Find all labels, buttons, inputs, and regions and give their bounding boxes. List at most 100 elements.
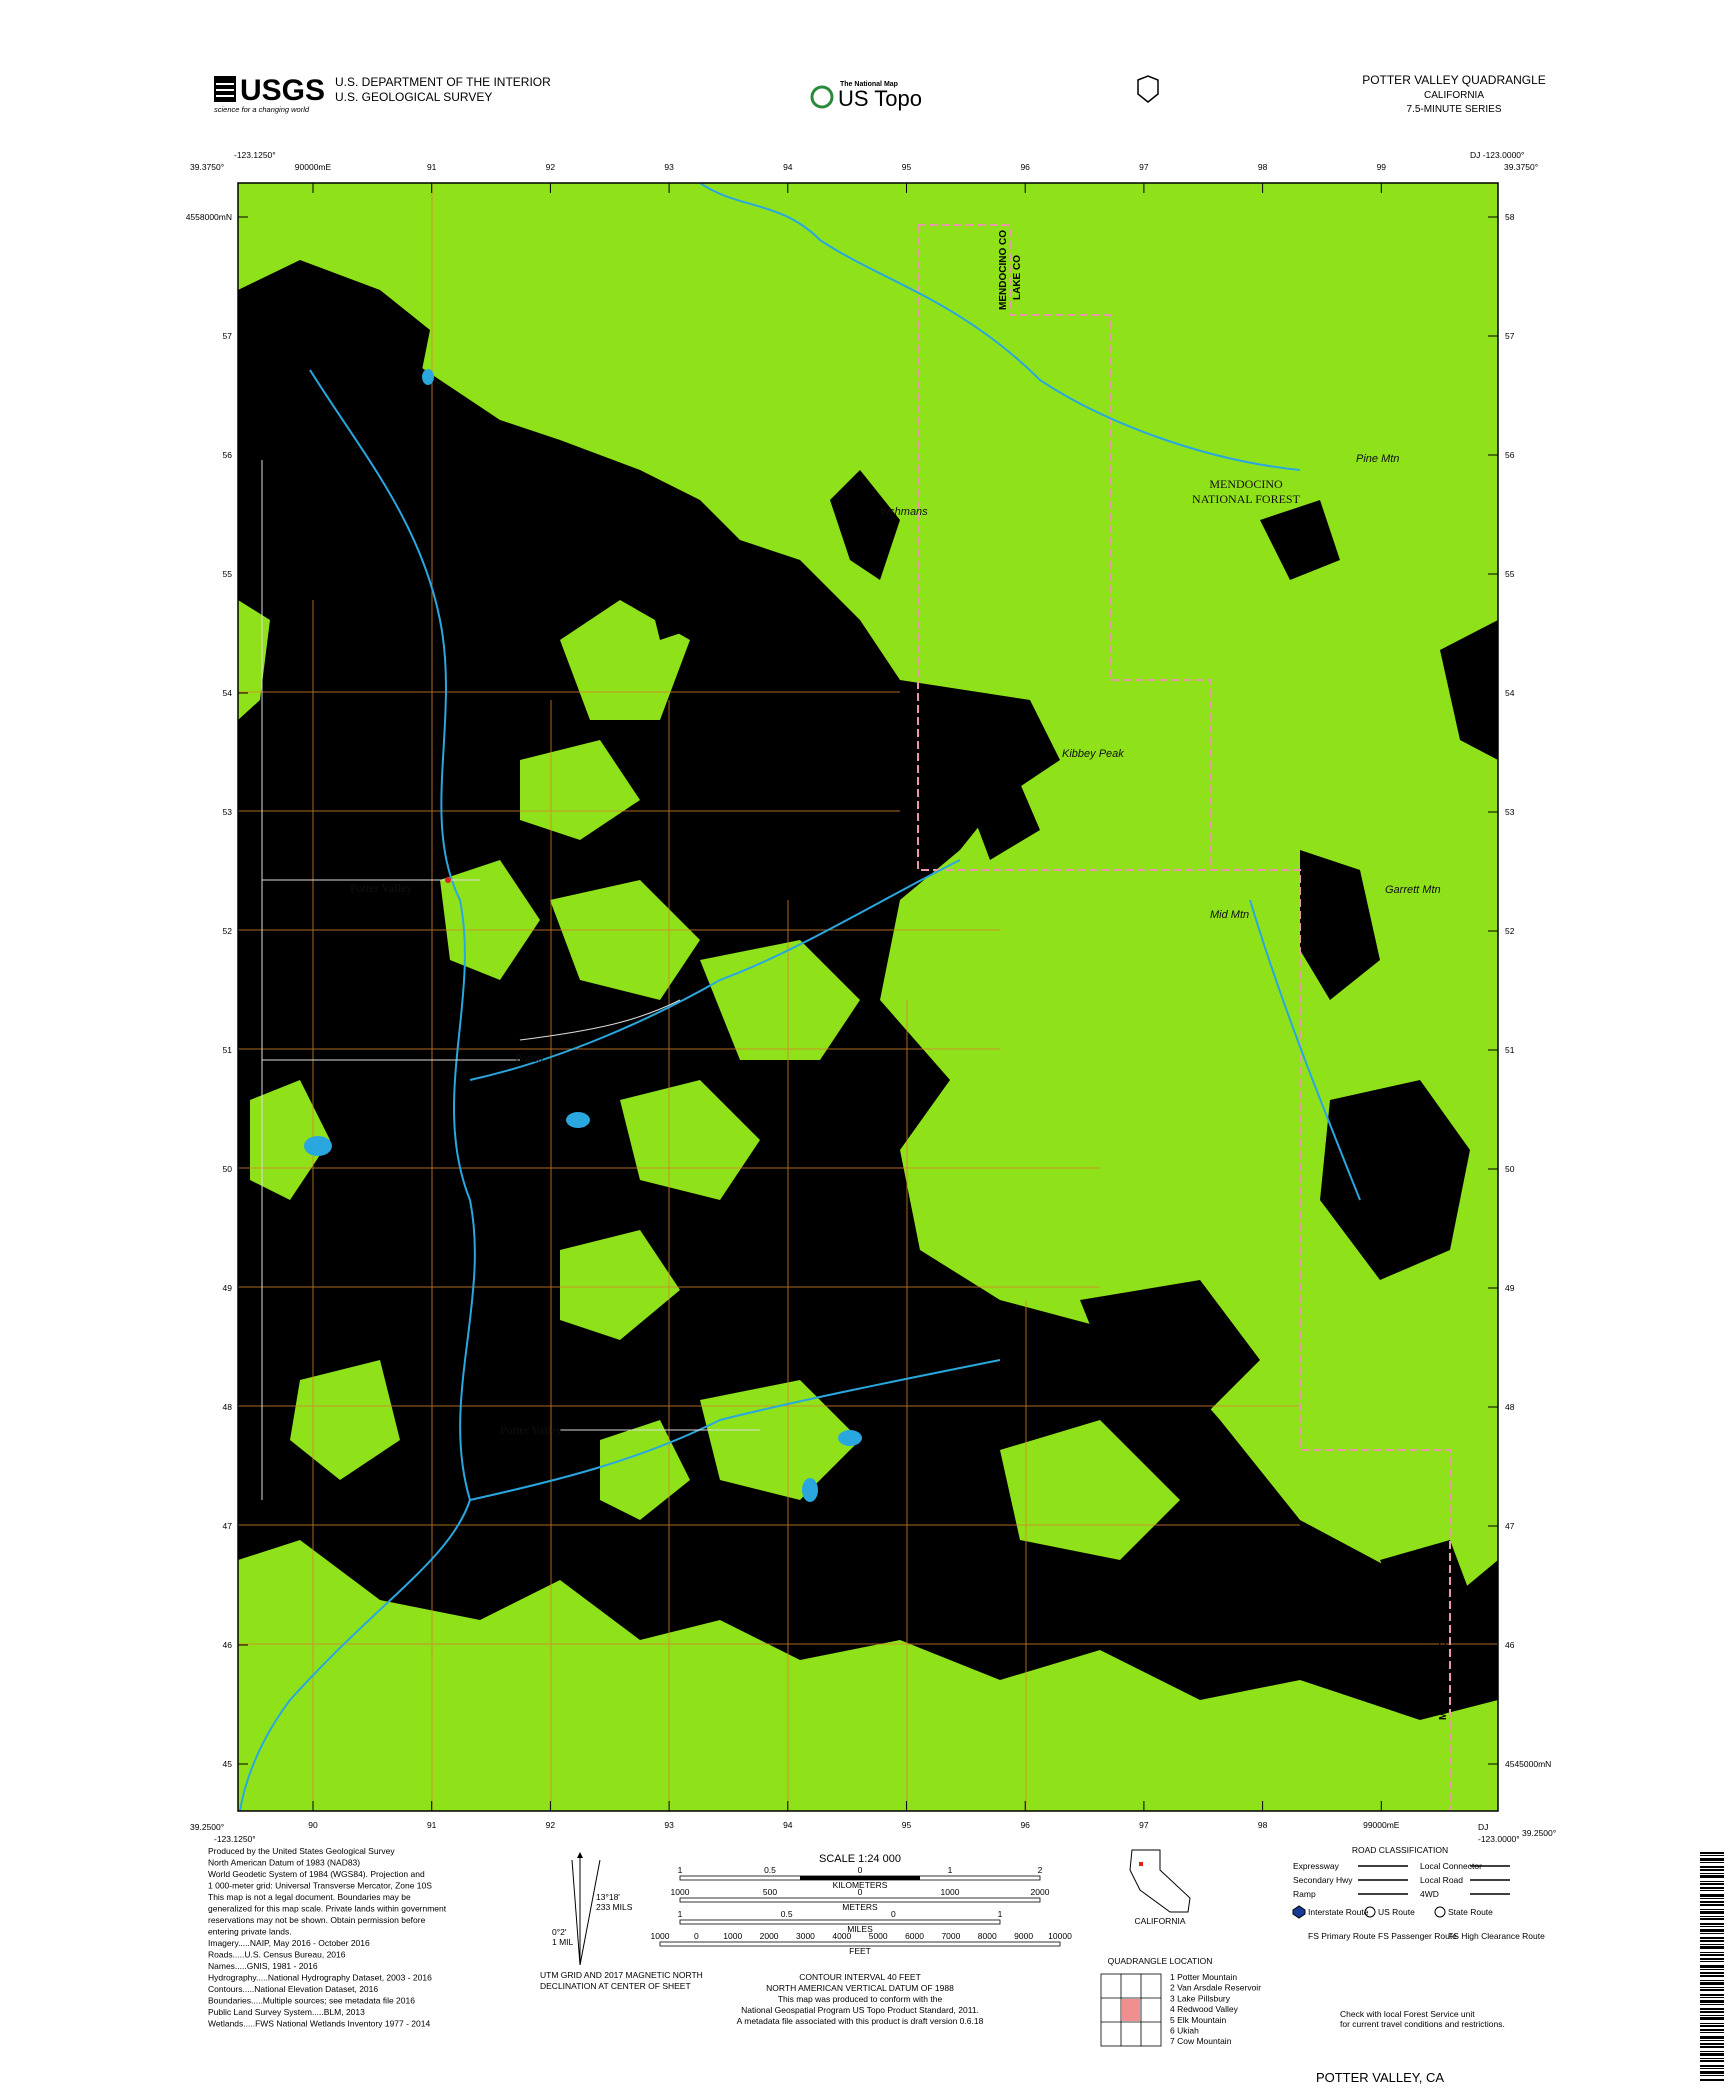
northing-label: 51 bbox=[223, 1045, 233, 1055]
logo-waves bbox=[216, 83, 234, 97]
scale-label: 1000 bbox=[651, 1931, 670, 1941]
product-small: The National Map bbox=[840, 81, 898, 88]
sheet-name: POTTER VALLEY, CA bbox=[1316, 2070, 1444, 2085]
scale-label: 1000 bbox=[671, 1887, 690, 1897]
barcode-bar bbox=[1700, 1958, 1724, 1960]
scale-label: 0 bbox=[858, 1887, 863, 1897]
easting-label: 93 bbox=[664, 1820, 674, 1830]
barcode-bar bbox=[1700, 1890, 1724, 1891]
northing-label: 46 bbox=[1505, 1640, 1515, 1650]
barcode-bar bbox=[1700, 1855, 1724, 1856]
northing-label: 52 bbox=[223, 926, 233, 936]
scale-label: 1000 bbox=[941, 1887, 960, 1897]
scale-bars bbox=[659, 1875, 1061, 1947]
scale-label: 0 bbox=[694, 1931, 699, 1941]
collar: 39.3750° -123.1250° DJ -123.0000° 39.375… bbox=[186, 150, 1556, 1844]
northing-label: 55 bbox=[1505, 569, 1515, 579]
road-type: 4WD bbox=[1420, 1889, 1439, 1899]
easting-label: 96 bbox=[1020, 1820, 1030, 1830]
northing-label: 56 bbox=[1505, 450, 1515, 460]
barcode-bar bbox=[1700, 1933, 1724, 1934]
credit-line: Public Land Survey System.....BLM, 2013 bbox=[208, 2007, 365, 2017]
northing-label: 50 bbox=[223, 1164, 233, 1174]
barcode-bar bbox=[1700, 1926, 1724, 1927]
barcode-bar bbox=[1700, 1946, 1724, 1949]
location-caption: QUADRANGLE LOCATION bbox=[1108, 1956, 1213, 1966]
adjoining-quad: 1 Potter Mountain bbox=[1170, 1972, 1237, 1982]
barcode-bar bbox=[1700, 1937, 1724, 1939]
northing-label: 48 bbox=[1505, 1402, 1515, 1412]
northing-label: 55 bbox=[223, 569, 233, 579]
barcode-bar bbox=[1700, 1862, 1724, 1863]
place-marker bbox=[445, 877, 451, 883]
route-type: FS Passenger Route bbox=[1378, 1931, 1457, 1941]
easting-label: 98 bbox=[1258, 162, 1268, 172]
place-label: MENDOCINO bbox=[1209, 477, 1283, 491]
easting-label: 90 bbox=[308, 1820, 318, 1830]
northing-label: 52 bbox=[1505, 926, 1515, 936]
corner-label: 39.3750° bbox=[1504, 162, 1538, 172]
barcode-bar bbox=[1700, 2015, 1724, 2016]
barcode-bar bbox=[1700, 2040, 1724, 2041]
northing-label: 54 bbox=[1505, 688, 1515, 698]
barcode-bar bbox=[1700, 1909, 1724, 1910]
topo-logo bbox=[810, 85, 834, 109]
barcode-bar bbox=[1700, 2004, 1724, 2005]
northing-label: 45 bbox=[223, 1759, 233, 1769]
place-label: Mid Mtn bbox=[1210, 909, 1249, 921]
barcode-bar bbox=[1700, 1918, 1724, 1920]
northing-label: 48 bbox=[223, 1402, 233, 1412]
barcode-bar bbox=[1700, 2046, 1724, 2048]
place-label: Potter Valley bbox=[350, 881, 412, 895]
barcode-bar bbox=[1700, 1883, 1724, 1885]
credit-line: Produced by the United States Geological… bbox=[208, 1846, 395, 1856]
credit-line: Contours.....National Elevation Dataset,… bbox=[208, 1984, 378, 1994]
credit-line: North American Datum of 1983 (NAD83) bbox=[208, 1858, 360, 1868]
northing-label: 54 bbox=[223, 688, 233, 698]
easting-label: 97 bbox=[1139, 1820, 1149, 1830]
easting-label: 92 bbox=[546, 162, 556, 172]
contour-text: NORTH AMERICAN VERTICAL DATUM OF 1988 bbox=[766, 1983, 954, 1993]
barcode-bar bbox=[1700, 1944, 1724, 1945]
northing-label: 49 bbox=[223, 1283, 233, 1293]
place-label: Garrett Mtn bbox=[1385, 884, 1441, 896]
easting-label: 98 bbox=[1258, 1820, 1268, 1830]
barcode-bar bbox=[1700, 2053, 1724, 2056]
credit-line: Wetlands.....FWS National Wetlands Inven… bbox=[208, 2019, 430, 2029]
barcode-bar bbox=[1700, 2079, 1724, 2081]
easting-label: 95 bbox=[902, 1820, 912, 1830]
corner-label: -123.1250° bbox=[214, 1834, 256, 1844]
state: CALIFORNIA bbox=[1424, 90, 1484, 101]
route-type: US Route bbox=[1378, 1907, 1415, 1917]
road-type: Expressway bbox=[1293, 1861, 1340, 1871]
roads bbox=[261, 460, 760, 1500]
series: 7.5-MINUTE SERIES bbox=[1406, 104, 1501, 115]
place-label: NATIONAL FOREST bbox=[1192, 492, 1301, 506]
barcode-bar bbox=[1700, 1969, 1724, 1970]
tagline: science for a changing world bbox=[214, 105, 310, 114]
barcode-bar bbox=[1700, 1965, 1724, 1968]
place-label: Kibbey Peak bbox=[1062, 748, 1124, 760]
location-state: CALIFORNIA bbox=[1134, 1916, 1185, 1926]
barcode-bar bbox=[1700, 2075, 1724, 2076]
scale-unit: METERS bbox=[842, 1902, 878, 1912]
scale-unit: FEET bbox=[849, 1946, 871, 1956]
barcode-bar bbox=[1700, 1940, 1724, 1942]
credit-line: entering private lands. bbox=[208, 1927, 292, 1937]
scale-label: 2 bbox=[1038, 1865, 1043, 1875]
agency-line: U.S. GEOLOGICAL SURVEY bbox=[335, 90, 492, 104]
county-label: LAKE CO bbox=[1452, 1655, 1463, 1700]
barcode-bar bbox=[1700, 2068, 1724, 2069]
easting-label: 91 bbox=[427, 162, 437, 172]
northing-label: 57 bbox=[223, 331, 233, 341]
easting-label: 91 bbox=[427, 1820, 437, 1830]
dark-terrain bbox=[238, 260, 1498, 1660]
barcode-bar bbox=[1700, 2029, 1724, 2031]
route-type: FS Primary Route bbox=[1308, 1931, 1376, 1941]
route-type: State Route bbox=[1448, 1907, 1493, 1917]
barcode-bar bbox=[1700, 2051, 1724, 2052]
declination-text: DECLINATION AT CENTER OF SHEET bbox=[540, 1981, 691, 1991]
northing-label: 4558000mN bbox=[186, 212, 232, 222]
scale-label: 6000 bbox=[905, 1931, 924, 1941]
place-labels: Potter Valley Pomo Potter Valley Kibbey … bbox=[350, 230, 1463, 1720]
